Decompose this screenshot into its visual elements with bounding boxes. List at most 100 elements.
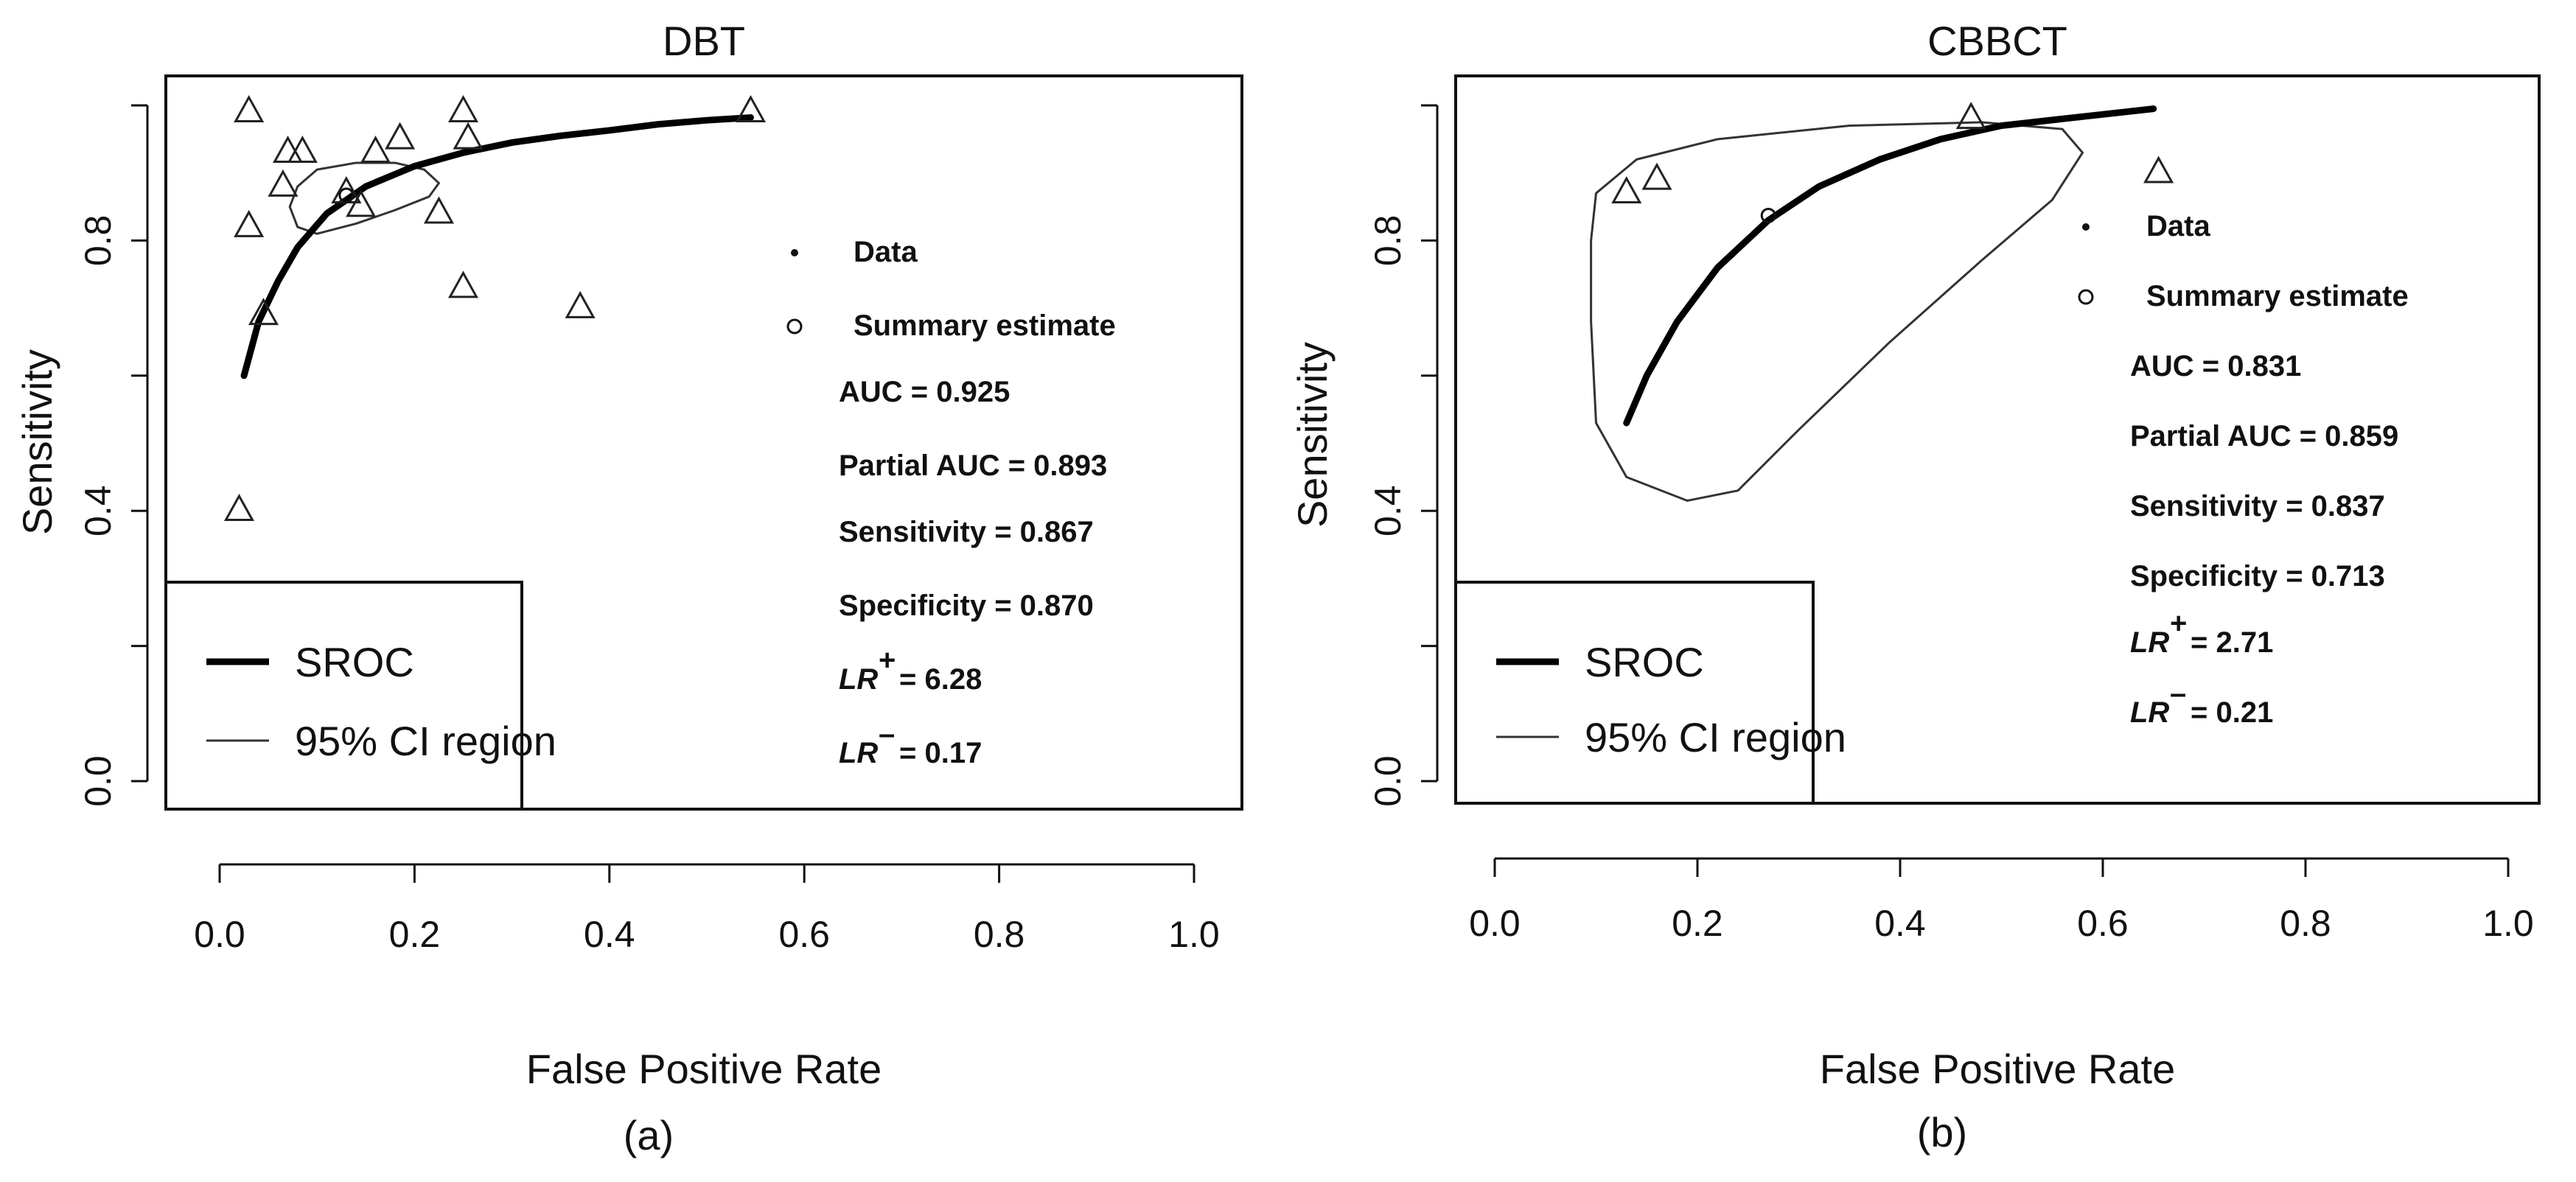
panel-label: (b) — [1917, 1109, 1967, 1155]
summary-estimate-point — [338, 187, 355, 203]
legend-ci-label: 95% CI region — [295, 718, 556, 764]
y-axis: 0.0 0.4 0.8 — [77, 104, 149, 807]
x-tick-label: 0.0 — [194, 914, 245, 955]
data-point — [2143, 155, 2174, 183]
x-tick-label: 0.4 — [584, 914, 635, 955]
data-point — [1955, 102, 1986, 130]
lr-superscript: + — [2170, 607, 2187, 640]
y-tick-label: 0.4 — [1367, 485, 1409, 536]
lr-value: = 6.28 — [899, 663, 982, 696]
annotation-specificity: Specificity = 0.713 — [2130, 560, 2385, 592]
lr-superscript: – — [879, 718, 895, 750]
x-axis-title: False Positive Rate — [1820, 1046, 2175, 1092]
x-tick-label: 0.8 — [974, 914, 1025, 955]
data-point — [447, 270, 479, 298]
data-point — [223, 494, 254, 522]
plot-frame — [164, 74, 1243, 811]
data-point — [423, 196, 454, 224]
x-axis-title: False Positive Rate — [526, 1046, 882, 1092]
y-axis-title: Sensitivity — [14, 349, 60, 535]
data-point — [346, 189, 377, 217]
x-tick-label: 0.8 — [2280, 903, 2331, 944]
annotation-partial-auc: Partial AUC = 0.893 — [839, 450, 1107, 482]
data-point — [1641, 162, 1672, 190]
panel-a: DBT 0.0 0.2 0.4 0.6 0.8 1.0 False Positive Rate… — [14, 18, 1243, 1158]
data-point — [447, 94, 479, 122]
legend-box: SROC 95% CI region — [164, 581, 556, 811]
y-axis-title: Sensitivity — [1289, 342, 1336, 528]
x-tick-label: 0.2 — [1672, 903, 1723, 944]
chart-title: CBBCT — [1927, 18, 2067, 64]
annotation-sensitivity: Sensitivity = 0.837 — [2130, 490, 2385, 522]
summary-estimate-point — [1760, 207, 1776, 223]
plot-frame — [1454, 74, 2541, 805]
panel-b: CBBCT 0.0 0.2 0.4 0.6 0.8 1.0 False Positive Ra… — [1289, 18, 2541, 1155]
data-points — [223, 94, 767, 522]
legend-summary-label: Summary estimate — [854, 310, 1116, 342]
lr-value: = 0.17 — [899, 737, 982, 769]
legend-data-marker — [791, 249, 798, 256]
y-axis: 0.0 0.4 0.8 — [1367, 104, 1439, 807]
lr-superscript: – — [2170, 677, 2186, 710]
lr-superscript: + — [879, 644, 896, 676]
annotation-auc: AUC = 0.925 — [839, 376, 1010, 408]
x-axis: 0.0 0.2 0.4 0.6 0.8 1.0 — [1469, 857, 2534, 944]
x-tick-label: 0.6 — [2077, 903, 2129, 944]
lr-base: LR — [839, 663, 878, 696]
data-point — [268, 169, 299, 197]
annotation-specificity: Specificity = 0.870 — [839, 590, 1094, 622]
sroc-curve — [1623, 105, 2157, 427]
legend-sroc-label: SROC — [295, 639, 414, 685]
x-tick-label: 0.6 — [778, 914, 830, 955]
data-point — [360, 136, 391, 164]
lr-value: = 0.21 — [2191, 696, 2273, 729]
lr-base: LR — [2130, 696, 2169, 729]
annotation-partial-auc: Partial AUC = 0.859 — [2130, 420, 2398, 452]
y-tick-label: 0.8 — [77, 215, 119, 267]
lr-base: LR — [2130, 626, 2169, 659]
data-point — [1611, 176, 1642, 204]
x-tick-label: 0.4 — [1874, 903, 1926, 944]
lr-base: LR — [839, 737, 878, 769]
x-tick-label: 1.0 — [1168, 914, 1220, 955]
data-point — [234, 94, 265, 122]
legend-summary-label: Summary estimate — [2146, 280, 2409, 312]
legend-summary-marker — [786, 318, 803, 335]
legend-data-marker — [2082, 223, 2090, 231]
y-tick-label: 0.8 — [1367, 215, 1409, 267]
x-axis: 0.0 0.2 0.4 0.6 0.8 1.0 — [194, 863, 1220, 955]
data-point — [248, 298, 279, 326]
legend-frame — [164, 581, 523, 811]
annotation-sensitivity: Sensitivity = 0.867 — [839, 516, 1094, 548]
panel-label: (a) — [624, 1112, 674, 1158]
annotation-auc: AUC = 0.831 — [2130, 350, 2301, 382]
legend-frame — [1454, 581, 1815, 805]
annotation-lr-minus: LR–= 0.17 — [839, 718, 982, 769]
data-point — [234, 209, 265, 237]
chart-title: DBT — [663, 18, 745, 64]
data-point — [565, 290, 596, 318]
legend-summary-marker — [2078, 289, 2094, 305]
data-point — [385, 122, 416, 150]
legend-sroc-label: SROC — [1585, 639, 1704, 685]
y-tick-label: 0.0 — [77, 755, 119, 807]
legend-data-label: Data — [2146, 210, 2210, 242]
annotation-lr-plus: LR+= 6.28 — [839, 644, 982, 696]
ci-region — [1590, 121, 2084, 502]
data-point — [735, 94, 767, 122]
x-tick-label: 0.0 — [1469, 903, 1521, 944]
lr-value: = 2.71 — [2191, 626, 2273, 659]
y-tick-label: 0.0 — [1367, 755, 1409, 807]
legend-box: SROC 95% CI region — [1454, 581, 1846, 805]
data-point — [453, 122, 484, 150]
annotation-lr-minus: LR–= 0.21 — [2130, 677, 2273, 729]
legend-data-label: Data — [854, 236, 918, 268]
annotation-lr-plus: LR+= 2.71 — [2130, 607, 2273, 659]
ci-region — [288, 161, 440, 235]
sroc-curve — [240, 114, 754, 380]
legend-ci-label: 95% CI region — [1585, 714, 1846, 760]
data-point — [272, 136, 304, 164]
y-tick-label: 0.4 — [77, 485, 119, 536]
data-point — [287, 136, 318, 164]
